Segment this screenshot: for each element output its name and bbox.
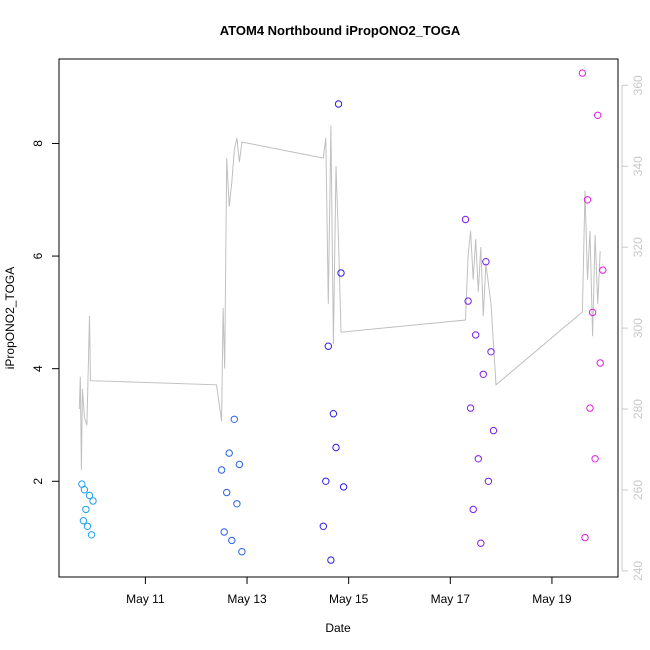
y2-tick-label: 280 (631, 399, 645, 419)
x-axis: May 11 May 13 May 15 May 17 May 19 (126, 577, 572, 606)
data-point-2-1 (322, 477, 330, 485)
data-point-0-3 (82, 505, 90, 514)
x-tick-label: May 19 (532, 592, 572, 606)
y2-tick-label: 300 (631, 318, 645, 338)
y-axis: 2 4 6 8 (31, 140, 59, 485)
data-point-4-6 (594, 111, 602, 120)
points-layer (78, 69, 607, 564)
x-tick-label: May 15 (329, 592, 369, 606)
data-point-0-4 (83, 522, 92, 530)
y2-axis: 240 260 280 300 320 340 360 (621, 75, 645, 581)
secondary-series-layer (78, 125, 601, 470)
y-tick-label: 8 (31, 140, 45, 147)
data-point-0-1 (79, 517, 88, 525)
chart-title: ATOM4 Northbound iPropONO2_TOGA (220, 23, 461, 38)
secondary-series-line (78, 125, 601, 470)
data-point-1-4 (228, 536, 236, 545)
data-point-3-1 (464, 297, 472, 305)
data-point-1-5 (230, 415, 239, 423)
data-point-3-9 (484, 477, 493, 485)
data-point-3-0 (461, 215, 470, 224)
data-point-2-8 (339, 483, 348, 491)
data-point-4-5 (591, 455, 599, 463)
data-point-0-6 (87, 531, 96, 539)
data-point-4-8 (599, 266, 607, 274)
data-point-4-3 (586, 404, 594, 412)
x-tick-label: May 17 (431, 592, 471, 606)
data-point-3-7 (479, 370, 487, 378)
data-point-3-10 (487, 348, 495, 356)
y-tick-label: 4 (31, 365, 45, 372)
data-point-3-6 (477, 539, 485, 547)
y-tick-label: 6 (31, 252, 45, 259)
y-tick-label: 2 (31, 478, 45, 485)
data-point-2-7 (337, 269, 345, 277)
data-point-1-0 (217, 466, 226, 474)
data-point-2-0 (319, 522, 327, 530)
y2-tick-label: 340 (631, 156, 645, 176)
data-point-1-2 (223, 488, 231, 497)
data-point-3-8 (482, 258, 490, 266)
y2-tick-label: 240 (631, 561, 645, 581)
data-point-0-5 (85, 491, 94, 500)
data-point-3-2 (466, 404, 475, 412)
data-point-4-2 (583, 196, 592, 204)
data-point-2-4 (329, 410, 338, 418)
data-point-0-7 (89, 497, 97, 505)
data-point-2-3 (327, 556, 335, 564)
y2-tick-label: 360 (631, 75, 645, 95)
data-point-0-2 (80, 486, 89, 494)
data-point-2-6 (334, 100, 343, 108)
data-point-3-11 (489, 426, 498, 435)
data-point-1-7 (235, 460, 244, 469)
data-point-1-8 (238, 548, 246, 556)
data-point-4-1 (581, 533, 589, 542)
y-axis-label: iPropONO2_TOGA (3, 267, 17, 369)
y2-tick-label: 260 (631, 480, 645, 500)
data-point-2-5 (332, 443, 340, 452)
data-point-3-3 (469, 505, 477, 514)
x-tick-label: May 13 (227, 592, 267, 606)
data-point-3-5 (474, 455, 482, 463)
data-point-1-3 (225, 449, 233, 457)
data-point-4-7 (596, 359, 604, 367)
data-point-4-0 (578, 69, 587, 77)
data-point-1-1 (220, 528, 228, 536)
plot-frame (58, 58, 619, 578)
data-point-1-6 (233, 500, 241, 508)
data-point-2-2 (324, 342, 332, 350)
y2-tick-label: 320 (631, 237, 645, 257)
data-point-3-4 (472, 331, 480, 339)
data-point-4-4 (588, 308, 597, 317)
x-axis-label: Date (325, 621, 351, 635)
x-tick-label: May 11 (126, 592, 165, 606)
